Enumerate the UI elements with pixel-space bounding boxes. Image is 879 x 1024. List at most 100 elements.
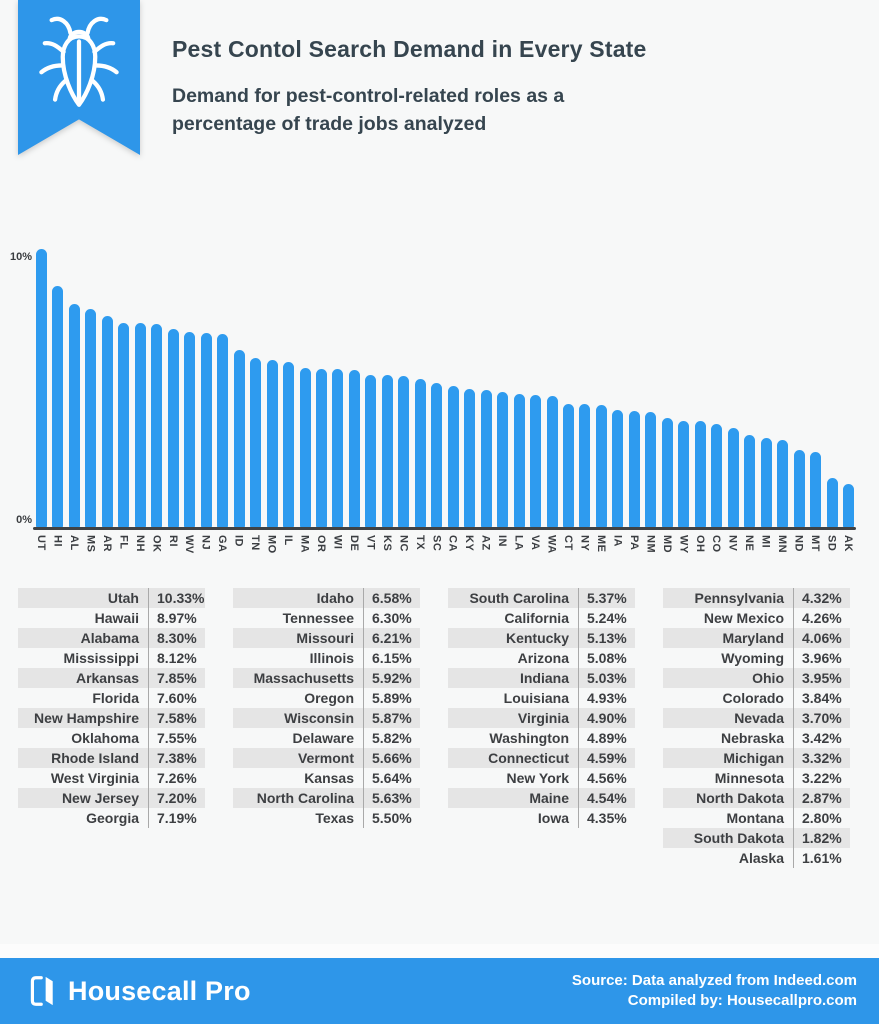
state-name: North Carolina (256, 790, 354, 806)
prefooter-strip (0, 944, 879, 958)
state-name: Connecticut (488, 750, 569, 766)
state-value: 5.03% (578, 668, 635, 688)
bar-row (36, 247, 854, 527)
state-value: 7.58% (148, 708, 205, 728)
state-value: 7.38% (148, 748, 205, 768)
bar (381, 375, 393, 527)
bar (431, 382, 443, 527)
x-tick-label: PA (627, 535, 640, 551)
state-name: North Dakota (696, 790, 784, 806)
bar (810, 451, 822, 527)
state-value: 4.54% (578, 788, 635, 808)
state-value: 4.90% (578, 708, 635, 728)
state-value: 4.59% (578, 748, 635, 768)
state-value: 5.24% (578, 608, 635, 628)
x-tick-label: AL (67, 535, 80, 551)
x-tick-label: WV (183, 535, 196, 554)
bar (760, 437, 772, 527)
table-row: North Carolina 5.63% (233, 788, 420, 808)
bar (200, 333, 212, 527)
x-tick-label: MN (776, 535, 789, 554)
state-name: Utah (107, 590, 139, 606)
table-row: Connecticut 4.59% (448, 748, 635, 768)
x-tick-label: NM (644, 535, 657, 554)
bar (480, 390, 492, 527)
page-subtitle-line1: Demand for pest-control-related roles as… (172, 85, 565, 107)
state-value: 4.26% (793, 608, 850, 628)
state-value: 4.35% (578, 808, 635, 828)
bar (645, 412, 657, 527)
state-name: New York (506, 770, 569, 786)
bar (167, 328, 179, 527)
state-name: Georgia (86, 810, 139, 826)
bar (134, 323, 146, 527)
bar (546, 395, 558, 527)
state-name: Iowa (537, 810, 569, 826)
bar (579, 404, 591, 527)
table-row: Washington 4.89% (448, 728, 635, 748)
bar (497, 391, 509, 527)
bug-icon (39, 16, 119, 107)
state-name: Ohio (752, 670, 784, 686)
state-value: 3.70% (793, 708, 850, 728)
bar (842, 483, 854, 527)
housecall-pro-logo: Housecall Pro (28, 973, 251, 1009)
x-tick-label: OH (693, 535, 706, 553)
bar (826, 478, 838, 527)
state-name: Nebraska (720, 730, 784, 746)
state-name: Washington (489, 730, 569, 746)
header-ribbon (18, 0, 140, 155)
x-tick-label: CA (446, 535, 459, 552)
state-value: 5.37% (578, 588, 635, 608)
state-name: Tennessee (282, 610, 354, 626)
table-row: Alabama 8.30% (18, 628, 205, 648)
state-name: Wyoming (721, 650, 784, 666)
table-row: Nevada 3.70% (663, 708, 850, 728)
state-value: 7.55% (148, 728, 205, 748)
x-tick-label: HI (51, 535, 64, 547)
state-name: Florida (92, 690, 139, 706)
bar (52, 285, 64, 527)
state-value: 5.92% (363, 668, 420, 688)
state-value: 7.20% (148, 788, 205, 808)
x-tick-label: VT (364, 535, 377, 551)
table-row: Idaho 6.58% (233, 588, 420, 608)
x-tick-label: RI (166, 535, 179, 547)
state-name: Louisiana (503, 690, 569, 706)
state-value: 5.87% (363, 708, 420, 728)
table-row: Rhode Island 7.38% (18, 748, 205, 768)
state-name: Maryland (722, 630, 784, 646)
table-row: Iowa 4.35% (448, 808, 635, 828)
table-row: Texas 5.50% (233, 808, 420, 828)
bar (595, 404, 607, 527)
state-value: 4.32% (793, 588, 850, 608)
source-attribution: Source: Data analyzed from Indeed.com Co… (572, 971, 857, 1011)
state-value: 8.30% (148, 628, 205, 648)
state-name: New Hampshire (33, 710, 139, 726)
state-name: Mississippi (63, 650, 139, 666)
state-name: Michigan (723, 750, 784, 766)
state-value: 3.95% (793, 668, 850, 688)
bar (678, 420, 690, 527)
state-name: Nevada (734, 710, 784, 726)
page-title: Pest Contol Search Demand in Every State (172, 36, 647, 62)
state-value: 4.93% (578, 688, 635, 708)
table-row: Massachusetts 5.92% (233, 668, 420, 688)
table-row: New Hampshire 7.58% (18, 708, 205, 728)
state-name: Alabama (80, 630, 139, 646)
table-row: Missouri 6.21% (233, 628, 420, 648)
table-row: Florida 7.60% (18, 688, 205, 708)
table-row: South Dakota 1.82% (663, 828, 850, 848)
table-row: West Virginia 7.26% (18, 768, 205, 788)
bar (414, 379, 426, 527)
x-tick-label: NJ (199, 535, 212, 551)
bar (151, 323, 163, 527)
table-col-1: Utah 10.33% Hawaii 8.97% Alabama 8.30% Mississ… (18, 588, 205, 868)
table-row: Delaware 5.82% (233, 728, 420, 748)
bar (217, 333, 229, 527)
table-row: Arizona 5.08% (448, 648, 635, 668)
x-tick-label: MD (660, 535, 673, 554)
table-row: New Jersey 7.20% (18, 788, 205, 808)
state-value: 3.96% (793, 648, 850, 668)
table-row: New Mexico 4.26% (663, 608, 850, 628)
